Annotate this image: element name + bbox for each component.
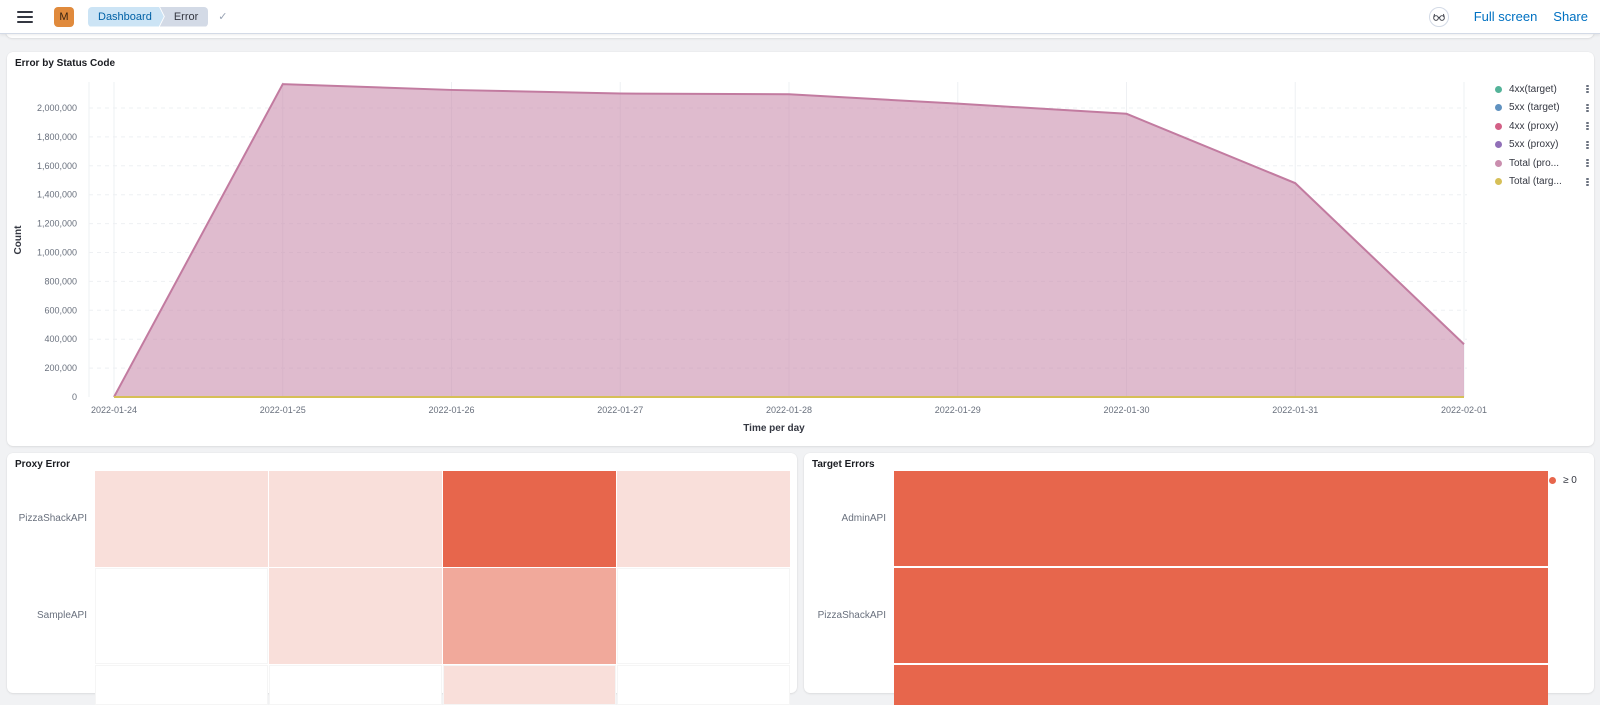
svg-text:200,000: 200,000 [44,363,77,373]
heatmap-cell[interactable] [443,471,616,567]
heatmap-row-label: SampleAPI [36,610,87,621]
svg-text:2022-01-28: 2022-01-28 [766,405,812,415]
svg-text:1,400,000: 1,400,000 [37,190,77,200]
heatmap-cell[interactable] [95,471,268,567]
svg-text:2022-01-26: 2022-01-26 [428,405,474,415]
legend-dot-icon [1549,477,1556,484]
svg-text:2022-01-31: 2022-01-31 [1272,405,1318,415]
breadcrumb-error: Error [159,6,209,27]
svg-text:800,000: 800,000 [44,276,77,286]
svg-text:2022-02-01: 2022-02-01 [1441,405,1487,415]
share-link[interactable]: Share [1553,9,1588,24]
heatmap-cell[interactable] [894,568,1548,663]
svg-text:2,000,000: 2,000,000 [37,103,77,113]
heatmap-cell[interactable] [95,665,268,705]
panel-proxy-error: Proxy Error PizzaShackAPI SampleAPI [7,453,797,705]
heatmap-cell[interactable] [269,471,442,567]
legend-label: 5xx (proxy) [1509,139,1559,151]
menu-icon[interactable] [17,10,33,23]
panel-title: Error by Status Code [15,58,116,69]
svg-text:600,000: 600,000 [44,305,77,315]
chart-legend: 4xx(target) 5xx (target) 4xx (proxy) 5xx (p… [1495,80,1590,191]
legend-label: 4xx(target) [1509,83,1557,95]
panel-title: Proxy Error [15,459,71,470]
svg-text:0: 0 [72,392,77,402]
glasses-icon[interactable] [1428,6,1449,27]
top-nav-bar: M Dashboard Error ✓ Full screen Share [0,0,1600,34]
legend-item[interactable]: 4xx (proxy) [1495,117,1590,136]
panel-title: Target Errors [812,459,875,470]
legend-dot-icon [1495,122,1502,130]
more-vertical-icon[interactable] [1584,177,1590,187]
checkmark-icon: ✓ [218,11,228,23]
heatmap-cell[interactable] [95,568,268,664]
heatmap-cell[interactable] [269,665,442,705]
legend-label: Total (targ... [1509,176,1562,188]
svg-text:Count: Count [13,225,24,255]
space-avatar[interactable]: M [54,6,74,27]
svg-text:1,000,000: 1,000,000 [37,248,77,258]
heatmap-cell[interactable] [617,665,790,705]
svg-text:2022-01-27: 2022-01-27 [597,405,643,415]
svg-text:2022-01-25: 2022-01-25 [260,405,306,415]
svg-text:2022-01-24: 2022-01-24 [91,405,137,415]
legend-item[interactable]: Total (targ... [1495,173,1590,192]
heatmap-cell[interactable] [617,471,790,567]
more-vertical-icon[interactable] [1584,121,1590,131]
heatmap-legend: ≥ 0 [1549,475,1577,486]
svg-text:400,000: 400,000 [44,334,77,344]
breadcrumb: Dashboard Error [88,6,209,27]
more-vertical-icon[interactable] [1584,140,1590,150]
heatmap-row-label: PizzaShackAPI [817,609,886,621]
heatmap-row-label: PizzaShackAPI [18,513,87,524]
svg-text:1,600,000: 1,600,000 [37,161,77,171]
svg-text:1,800,000: 1,800,000 [37,132,77,142]
svg-text:2022-01-29: 2022-01-29 [935,405,981,415]
legend-item[interactable]: 5xx (proxy) [1495,136,1590,155]
heatmap-cell[interactable] [443,665,616,705]
legend-item[interactable]: 4xx(target) [1495,80,1590,99]
legend-dot-icon [1495,85,1502,93]
more-vertical-icon[interactable] [1584,103,1590,113]
more-vertical-icon[interactable] [1584,84,1590,94]
svg-text:1,200,000: 1,200,000 [37,219,77,229]
svg-text:Time per day: Time per day [743,423,805,434]
legend-dot-icon [1495,178,1502,186]
legend-item[interactable]: 5xx (target) [1495,99,1590,118]
heatmap-cell[interactable] [894,471,1548,566]
legend-dot-icon [1495,104,1502,112]
legend-label: ≥ 0 [1563,475,1577,486]
full-screen-link[interactable]: Full screen [1473,9,1538,24]
legend-label: 5xx (target) [1509,102,1560,114]
legend-label: 4xx (proxy) [1509,120,1559,132]
more-vertical-icon[interactable] [1584,158,1590,168]
area-chart[interactable]: 0 200,000 400,000 600,000 800,000 1,000,000 1,… [7,52,1487,446]
legend-dot-icon [1495,159,1502,167]
heatmap-cell[interactable] [894,665,1548,705]
svg-text:2022-01-30: 2022-01-30 [1103,405,1149,415]
panel-error-by-status-code: Error by Status Code 0 200,000 400,000 600,… [7,52,1594,446]
panel-target-errors: Target Errors AdminAPI PizzaShackAPI ≥ 0 [804,453,1594,705]
heatmap-cell[interactable] [617,568,790,664]
legend-item[interactable]: Total (pro... [1495,154,1590,173]
heatmap-row-label: AdminAPI [841,512,886,524]
heatmap-cell[interactable] [269,568,442,664]
breadcrumb-dashboard[interactable]: Dashboard [88,7,164,27]
legend-label: Total (pro... [1509,157,1560,169]
legend-dot-icon [1495,141,1502,149]
heatmap-cell[interactable] [443,568,616,664]
area-series[interactable] [114,84,1464,397]
